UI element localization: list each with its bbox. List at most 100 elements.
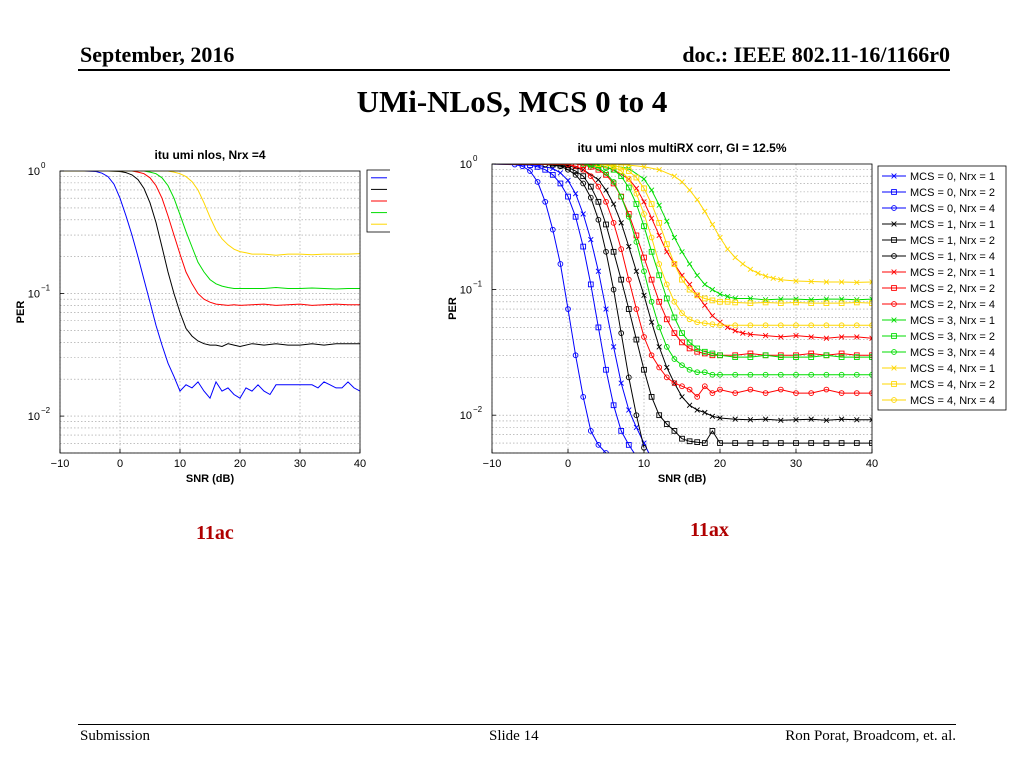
data-point	[869, 335, 872, 341]
series-marker	[572, 164, 579, 170]
data-point	[663, 281, 670, 288]
series-marker	[808, 334, 814, 340]
data-point	[823, 279, 830, 285]
y-tick-label: 10	[28, 289, 40, 301]
data-point	[679, 179, 685, 185]
series-line-4	[60, 171, 360, 256]
data-point	[762, 371, 769, 378]
series-marker	[709, 312, 716, 319]
data-point	[747, 386, 754, 393]
series-marker	[641, 211, 647, 217]
series-marker	[793, 322, 799, 329]
data-point	[633, 174, 640, 181]
data-point	[519, 164, 526, 170]
series-marker	[626, 164, 632, 168]
series-marker	[717, 322, 723, 329]
data-point	[808, 322, 815, 329]
series-marker	[694, 345, 701, 352]
series-marker	[549, 171, 556, 178]
data-point	[633, 238, 640, 245]
x-tick-label: 40	[354, 458, 366, 470]
series-marker	[694, 407, 700, 413]
series-marker	[709, 221, 716, 228]
series-marker	[595, 324, 602, 331]
series-marker	[838, 390, 845, 396]
series-marker	[656, 298, 663, 305]
chart-title: itu umi nlos, Nrx =4	[154, 148, 265, 162]
data-point	[808, 300, 815, 306]
series-marker	[549, 226, 556, 233]
data-point	[709, 286, 716, 293]
series-marker	[747, 354, 754, 360]
data-point	[694, 407, 700, 413]
data-point	[694, 319, 701, 326]
data-point	[625, 176, 632, 182]
data-point	[587, 164, 594, 169]
caption-11ac: 11ac	[196, 522, 234, 544]
data-point	[656, 167, 662, 173]
data-point	[603, 306, 609, 312]
series-marker	[671, 314, 678, 321]
series-marker	[838, 279, 845, 285]
series-marker	[770, 275, 776, 282]
series-marker	[618, 193, 625, 200]
data-point	[694, 292, 701, 299]
data-point	[724, 298, 731, 305]
series-marker	[679, 330, 685, 337]
series-marker	[610, 201, 617, 207]
data-point	[702, 281, 708, 288]
series-marker	[793, 390, 799, 396]
series-marker	[793, 296, 799, 302]
series-marker	[853, 390, 860, 396]
series-marker	[519, 164, 526, 170]
series-marker	[869, 279, 872, 285]
series-line-5	[492, 164, 645, 448]
plot-area	[492, 164, 872, 453]
data-point	[838, 279, 845, 285]
series-marker	[838, 371, 845, 378]
data-point	[793, 440, 799, 446]
series-marker	[838, 354, 845, 360]
data-point	[869, 300, 872, 306]
series-marker	[747, 300, 754, 306]
data-point	[717, 415, 723, 421]
series-marker	[747, 371, 754, 378]
data-point	[648, 248, 655, 255]
data-point	[580, 243, 587, 250]
series-line-2	[492, 164, 607, 453]
series-marker	[853, 354, 860, 360]
data-point	[603, 198, 609, 205]
data-point	[663, 374, 670, 381]
series-marker	[724, 246, 731, 252]
series-marker	[648, 298, 655, 305]
series-marker	[854, 334, 860, 340]
data-point	[747, 322, 754, 329]
data-point	[671, 314, 678, 321]
data-point	[891, 189, 897, 195]
series-marker	[663, 344, 670, 350]
series-marker	[701, 320, 708, 327]
data-point	[732, 328, 738, 334]
data-point	[663, 421, 670, 427]
series-marker	[686, 438, 693, 445]
series-marker	[778, 276, 784, 283]
series-marker	[671, 356, 678, 362]
series-marker	[648, 393, 655, 400]
series-marker	[557, 180, 564, 187]
data-point	[686, 316, 693, 323]
data-point	[679, 362, 685, 369]
data-point	[701, 369, 708, 376]
data-point	[717, 352, 723, 359]
data-point	[580, 166, 587, 173]
series-marker	[565, 306, 571, 312]
data-point	[595, 176, 602, 183]
data-point	[701, 295, 708, 302]
data-point	[869, 390, 872, 396]
series-marker	[603, 187, 609, 193]
data-point	[694, 345, 701, 352]
series-marker	[603, 306, 609, 312]
data-point	[663, 316, 670, 323]
data-point	[891, 349, 897, 355]
series-marker	[664, 218, 670, 224]
